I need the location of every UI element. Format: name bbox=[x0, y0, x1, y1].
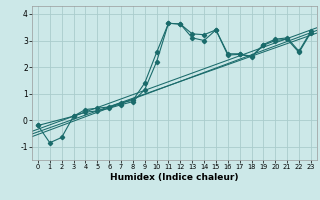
X-axis label: Humidex (Indice chaleur): Humidex (Indice chaleur) bbox=[110, 173, 239, 182]
